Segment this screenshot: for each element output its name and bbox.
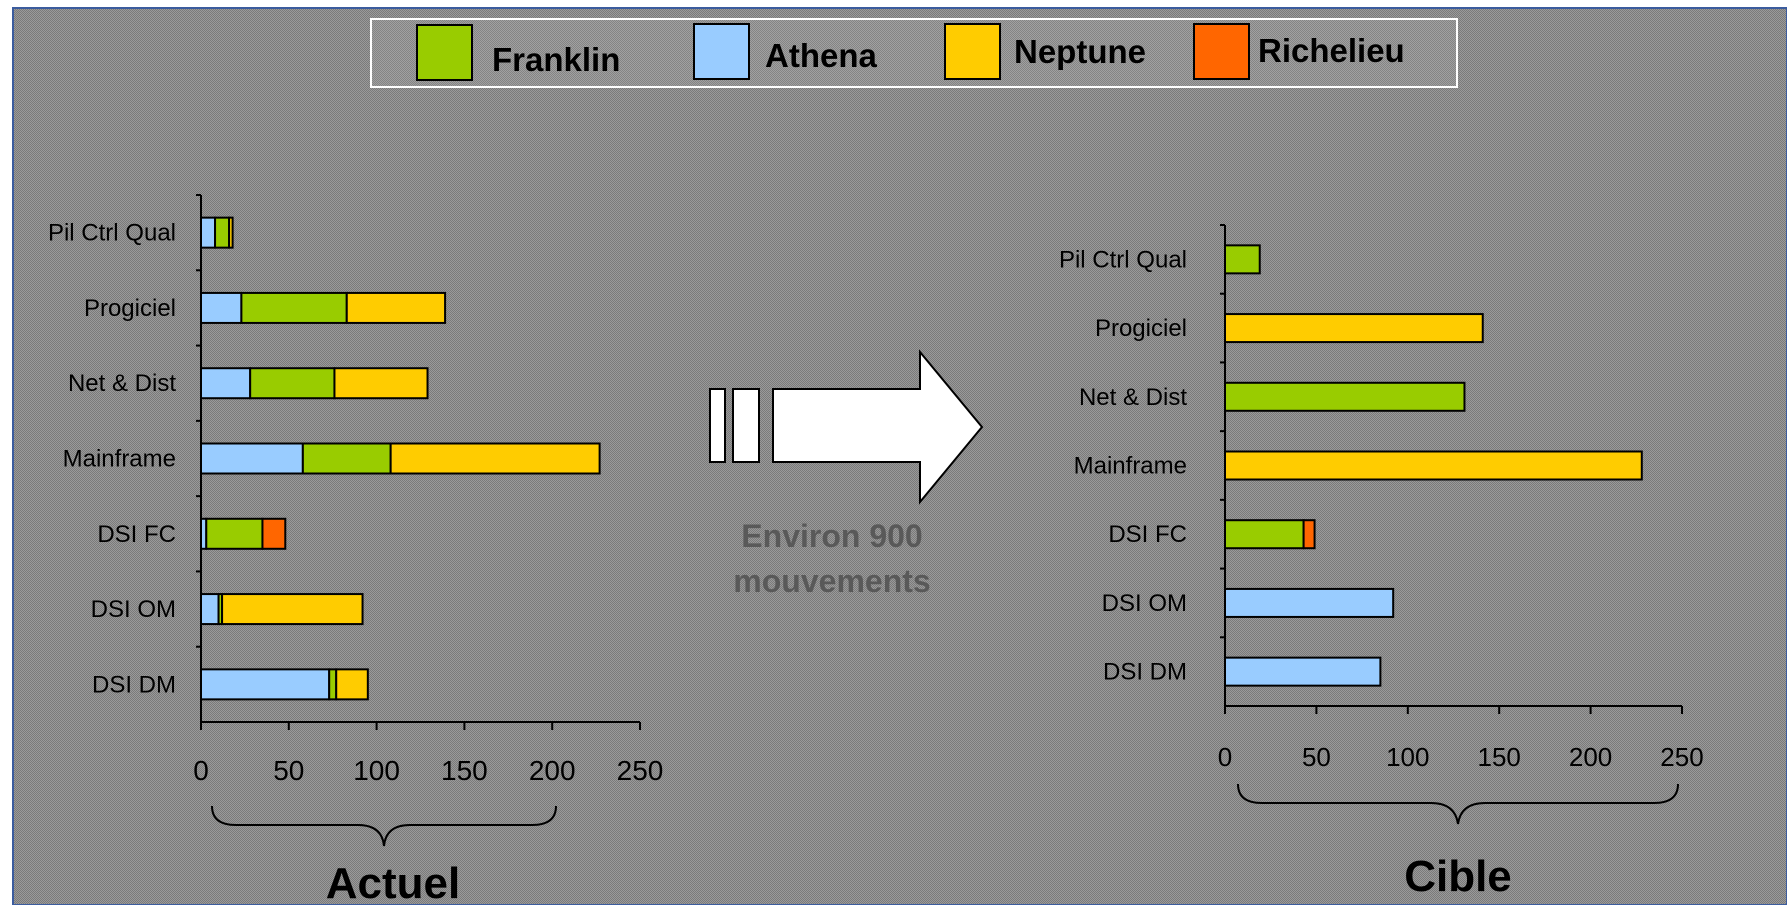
bar-mainframe-neptune (1225, 452, 1642, 480)
bar-mainframe-athena (201, 444, 303, 474)
bar-net-and-dist-athena (201, 368, 250, 398)
category-label-pil-ctrl-qual: Pil Ctrl Qual (1059, 246, 1187, 273)
legend: Franklin Athena Neptune Richelieu (371, 19, 1457, 87)
legend-label-franklin: Franklin (492, 41, 620, 78)
x-tick-label-100: 100 (353, 755, 400, 786)
arrow-tail-bar-1 (710, 389, 725, 462)
bar-dsi-fc-franklin (1225, 520, 1304, 548)
bar-dsi-om-neptune (222, 594, 362, 624)
legend-label-richelieu: Richelieu (1258, 32, 1405, 69)
category-label-pil-ctrl-qual: Pil Ctrl Qual (48, 220, 176, 247)
bar-dsi-om-athena (201, 594, 219, 624)
legend-label-neptune: Neptune (1014, 33, 1146, 70)
x-tick-label-50: 50 (273, 755, 304, 786)
arrow-tail-bar-2 (733, 389, 759, 462)
category-label-dsi-dm: DSI DM (1103, 659, 1187, 686)
transition-caption-line1: Environ 900 (741, 518, 922, 554)
bar-progiciel-neptune (347, 293, 445, 323)
x-tick-label-150: 150 (1478, 742, 1521, 772)
x-tick-label-200: 200 (1569, 742, 1612, 772)
x-tick-label-50: 50 (1302, 742, 1331, 772)
x-tick-label-100: 100 (1386, 742, 1429, 772)
bar-progiciel-neptune (1225, 314, 1483, 342)
bar-pil-ctrl-qual-franklin (215, 218, 229, 248)
category-label-dsi-om: DSI OM (1102, 590, 1187, 617)
x-tick-label-200: 200 (529, 755, 576, 786)
bar-pil-ctrl-qual-athena (201, 218, 215, 248)
bar-dsi-fc-franklin (206, 519, 262, 549)
category-label-dsi-fc: DSI FC (97, 521, 176, 548)
x-tick-label-0: 0 (193, 755, 209, 786)
x-tick-label-250: 250 (1660, 742, 1703, 772)
legend-swatch-neptune (945, 24, 1000, 79)
category-label-progiciel: Progiciel (1095, 315, 1187, 342)
caption-cible: Cible (1404, 852, 1512, 901)
bar-net-and-dist-franklin (1225, 383, 1464, 411)
bar-progiciel-franklin (241, 293, 346, 323)
category-label-dsi-om: DSI OM (91, 596, 176, 623)
bar-dsi-dm-neptune (336, 669, 368, 699)
bar-pil-ctrl-qual-franklin (1225, 245, 1260, 273)
bar-pil-ctrl-qual-neptune (229, 218, 233, 248)
category-label-mainframe: Mainframe (1074, 453, 1187, 480)
bar-dsi-fc-richelieu (262, 519, 285, 549)
bar-dsi-fc-richelieu (1304, 520, 1315, 548)
bar-net-and-dist-neptune (334, 368, 427, 398)
x-tick-label-250: 250 (617, 755, 664, 786)
category-label-mainframe: Mainframe (63, 446, 176, 473)
category-label-dsi-fc: DSI FC (1108, 521, 1187, 548)
x-tick-label-150: 150 (441, 755, 488, 786)
legend-swatch-franklin (417, 25, 472, 80)
caption-actuel: Actuel (326, 859, 460, 905)
bar-dsi-dm-athena (1225, 658, 1380, 686)
bar-dsi-om-athena (1225, 589, 1393, 617)
category-label-net-and-dist: Net & Dist (1079, 384, 1187, 411)
category-label-dsi-dm: DSI DM (92, 671, 176, 698)
bar-dsi-dm-franklin (329, 669, 336, 699)
transition-caption-line2: mouvements (733, 563, 930, 599)
legend-swatch-richelieu (1194, 24, 1249, 79)
bar-mainframe-franklin (303, 444, 391, 474)
bar-net-and-dist-franklin (250, 368, 334, 398)
bar-mainframe-neptune (391, 444, 600, 474)
bar-dsi-dm-athena (201, 669, 329, 699)
legend-swatch-athena (694, 24, 749, 79)
category-label-progiciel: Progiciel (84, 295, 176, 322)
bar-progiciel-athena (201, 293, 241, 323)
x-tick-label-0: 0 (1218, 742, 1232, 772)
legend-label-athena: Athena (765, 37, 877, 74)
category-label-net-and-dist: Net & Dist (68, 370, 176, 397)
